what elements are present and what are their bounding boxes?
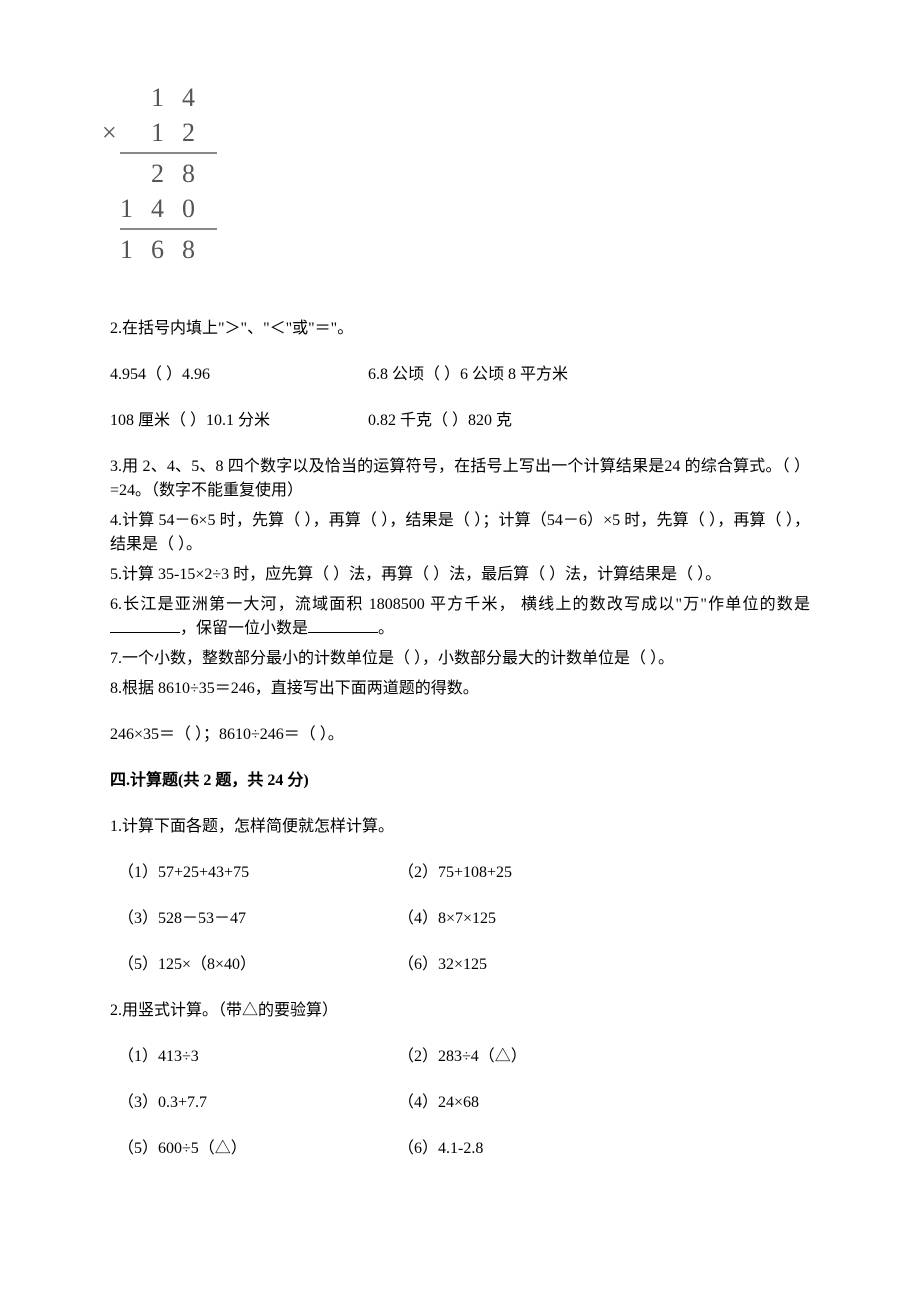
mult-row-3: 28 bbox=[120, 156, 217, 191]
q2-2b: 0.82 千克（ ）820 克 bbox=[368, 412, 512, 429]
q6-part-a: 6.长江是亚洲第一大河，流域面积 1808500 平方千米， 横线上的数改写成以… bbox=[110, 596, 810, 613]
question-8-line: 246×35＝（ ）；8610÷246＝（ ）。 bbox=[110, 723, 810, 747]
q2-1b: 6.8 公顷（ ）6 公顷 8 平方米 bbox=[368, 366, 568, 383]
question-8: 8.根据 8610÷35＝246，直接写出下面两道题的得数。 bbox=[110, 677, 810, 701]
calc1-row-3: （5）125×（8×40） （6）32×125 bbox=[110, 953, 810, 977]
q6-blank-1 bbox=[110, 617, 180, 633]
question-3: 3.用 2、4、5、8 四个数字以及恰当的运算符号，在括号上写出一个计算结果是2… bbox=[110, 455, 810, 503]
q2-1a: 4.954（ ）4.96 bbox=[110, 366, 210, 383]
calc1-row-1: （1）57+25+43+75 （2）75+108+25 bbox=[110, 861, 810, 885]
question-4: 4.计算 54－6×5 时，先算（ ），再算（ ），结果是（ ）；计算（54－6… bbox=[110, 509, 810, 557]
calc1-p6: （6）32×125 bbox=[398, 953, 810, 977]
mult-line-1 bbox=[120, 152, 217, 154]
calc1-p1: （1）57+25+43+75 bbox=[118, 861, 398, 885]
section-4-title: 四.计算题(共 2 题，共 24 分) bbox=[110, 769, 810, 793]
q2-2a: 108 厘米（ ）10.1 分米 bbox=[110, 412, 270, 429]
question-7: 7.一个小数，整数部分最小的计数单位是（ ），小数部分最大的计数单位是（ ）。 bbox=[110, 647, 810, 671]
calc1-p5: （5）125×（8×40） bbox=[118, 953, 398, 977]
question-2-row-1: 4.954（ ）4.96 6.8 公顷（ ）6 公顷 8 平方米 bbox=[110, 363, 810, 387]
mult-row-1: 14 bbox=[120, 80, 217, 115]
multiplication-vertical: 14 12 28 140 168 bbox=[120, 80, 217, 267]
mult-row-2: 12 bbox=[120, 115, 217, 150]
calc1-row-2: （3）528－53－47 （4）8×7×125 bbox=[110, 907, 810, 931]
calc1-p2: （2）75+108+25 bbox=[398, 861, 810, 885]
question-2-row-2: 108 厘米（ ）10.1 分米 0.82 千克（ ）820 克 bbox=[110, 409, 810, 433]
mult-row-4: 140 bbox=[120, 191, 217, 226]
calc2-p1: （1）413÷3 bbox=[118, 1045, 398, 1069]
q6-part-c: 。 bbox=[378, 620, 394, 637]
calc2-p5: （5）600÷5（△） bbox=[118, 1137, 398, 1161]
calc2-p4: （4）24×68 bbox=[398, 1091, 810, 1115]
question-5: 5.计算 35-15×2÷3 时，应先算（ ）法，再算（ ）法，最后算（ ）法，… bbox=[110, 563, 810, 587]
mult-line-2 bbox=[120, 228, 217, 230]
calc2-row-2: （3）0.3+7.7 （4）24×68 bbox=[110, 1091, 810, 1115]
q6-blank-2 bbox=[308, 617, 378, 633]
calc1-title: 1.计算下面各题，怎样简便就怎样计算。 bbox=[110, 815, 810, 839]
question-6: 6.长江是亚洲第一大河，流域面积 1808500 平方千米， 横线上的数改写成以… bbox=[110, 593, 810, 641]
mult-row-5: 168 bbox=[120, 232, 217, 267]
calc2-p2: （2）283÷4（△） bbox=[398, 1045, 810, 1069]
q6-part-b: ，保留一位小数是 bbox=[180, 620, 308, 637]
calc2-title: 2.用竖式计算。（带△的要验算） bbox=[110, 999, 810, 1023]
calc2-p6: （6）4.1-2.8 bbox=[398, 1137, 810, 1161]
calc2-row-1: （1）413÷3 （2）283÷4（△） bbox=[110, 1045, 810, 1069]
calc2-row-3: （5）600÷5（△） （6）4.1-2.8 bbox=[110, 1137, 810, 1161]
calc2-p3: （3）0.3+7.7 bbox=[118, 1091, 398, 1115]
calc1-p3: （3）528－53－47 bbox=[118, 907, 398, 931]
calc1-p4: （4）8×7×125 bbox=[398, 907, 810, 931]
question-2-title: 2.在括号内填上"＞"、"＜"或"＝"。 bbox=[110, 317, 810, 341]
